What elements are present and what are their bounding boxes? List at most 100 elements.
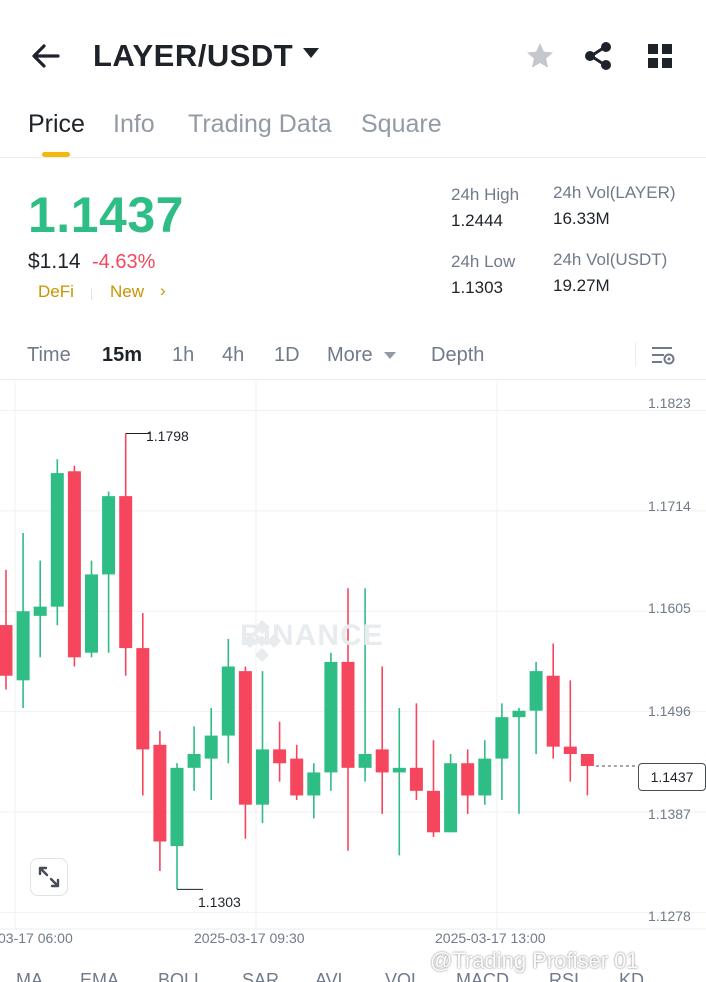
- tab-info[interactable]: Info: [113, 110, 155, 138]
- candle-body: [273, 749, 287, 764]
- back-arrow-icon[interactable]: [28, 38, 64, 74]
- indicator-avl[interactable]: AVL: [315, 970, 348, 982]
- low-marker-label: 1.1303: [198, 894, 241, 910]
- x-tick-label: 2025-03-17 09:30: [194, 930, 305, 946]
- binance-logo-icon: [242, 619, 282, 663]
- candle-body: [85, 574, 98, 653]
- interval-1h[interactable]: 1h: [172, 344, 195, 366]
- high-marker-label: 1.1798: [146, 428, 189, 444]
- high-24h-label: 24h High: [451, 185, 520, 204]
- candle-body: [16, 611, 30, 681]
- candle-body: [153, 744, 167, 842]
- chart-settings-icon[interactable]: [650, 344, 676, 368]
- candle-body: [170, 767, 184, 847]
- interval-1d[interactable]: 1D: [274, 344, 300, 366]
- interval-divider: [635, 342, 636, 366]
- pair-dropdown-icon[interactable]: [303, 48, 319, 58]
- vol-base-label: 24h Vol(LAYER): [553, 183, 676, 202]
- interval-depth[interactable]: Depth: [431, 344, 485, 366]
- candle-body: [529, 671, 543, 711]
- vol-quote-value: 19.27M: [553, 276, 610, 295]
- candle-body: [563, 746, 577, 755]
- tag-divider: [91, 288, 92, 300]
- candle-body: [136, 648, 150, 750]
- pair-title[interactable]: LAYER/USDT: [93, 38, 294, 73]
- indicator-sar[interactable]: SAR: [242, 970, 280, 982]
- watermark-overlay-text: @Trading Profiser 01: [430, 948, 639, 973]
- grid-menu-icon[interactable]: [646, 42, 674, 70]
- page-tabs: Price Info Trading Data Square: [0, 100, 706, 158]
- indicator-kd[interactable]: KD: [619, 970, 645, 982]
- indicator-rsi[interactable]: RSI: [549, 970, 580, 982]
- candle-body: [375, 749, 389, 773]
- candle-body: [238, 671, 252, 805]
- expand-icon: [38, 866, 60, 888]
- indicator-boll[interactable]: BOLL: [158, 970, 205, 982]
- candle-body: [478, 758, 492, 796]
- indicator-ema[interactable]: EMA: [80, 970, 120, 982]
- share-icon[interactable]: [582, 40, 614, 72]
- candle-body: [427, 790, 440, 833]
- candle-body: [444, 763, 458, 833]
- candle-body: [187, 754, 201, 768]
- binance-watermark: BINANCE: [240, 619, 384, 663]
- active-tab-indicator: [42, 152, 70, 157]
- last-price-tag: 1.1437: [638, 763, 706, 791]
- vol-quote-label: 24h Vol(USDT): [553, 250, 668, 269]
- expand-chart-button[interactable]: [30, 858, 68, 896]
- low-24h-label: 24h Low: [451, 252, 516, 271]
- candle-body: [50, 473, 64, 607]
- tag-new[interactable]: New: [110, 282, 145, 301]
- interval-4h[interactable]: 4h: [222, 344, 245, 366]
- candle-body: [341, 661, 355, 768]
- candle-body: [546, 675, 560, 747]
- candle-body: [0, 625, 13, 676]
- x-tick-label: 2025-03-17 13:00: [435, 930, 546, 946]
- y-tick-label: 1.1387: [648, 806, 691, 822]
- interval-bar: Time 15m 1h 4h 1D More Depth: [0, 332, 706, 380]
- last-price: 1.1437: [28, 187, 184, 243]
- candle-body: [580, 754, 594, 766]
- chevron-right-icon[interactable]: ›: [160, 281, 166, 300]
- y-tick-label: 1.1714: [648, 498, 691, 514]
- candle-body: [358, 754, 372, 768]
- chart-canvas[interactable]: [0, 381, 706, 961]
- candle-body: [221, 666, 235, 736]
- candle-body: [461, 763, 475, 796]
- top-bar: LAYER/USDT: [0, 0, 706, 110]
- candle-body: [512, 710, 526, 718]
- candle-body: [409, 767, 423, 791]
- candle-body: [102, 496, 116, 575]
- x-tick-label: 03-17 06:00: [0, 930, 73, 946]
- price-change-percent: -4.63%: [92, 251, 156, 273]
- tag-defi[interactable]: DeFi: [38, 282, 74, 301]
- y-tick-label: 1.1278: [648, 908, 691, 924]
- indicator-macd[interactable]: MACD: [456, 970, 509, 982]
- vol-base-value: 16.33M: [553, 209, 610, 228]
- tab-trading-data[interactable]: Trading Data: [188, 110, 332, 138]
- candle-body: [119, 496, 133, 649]
- y-tick-label: 1.1605: [648, 600, 691, 616]
- indicator-vol[interactable]: VOL: [385, 970, 422, 982]
- candle-body: [204, 735, 218, 759]
- candle-body: [307, 772, 321, 796]
- interval-15m[interactable]: 15m: [102, 344, 143, 366]
- favorite-star-icon[interactable]: [524, 40, 556, 72]
- candle-body: [33, 606, 47, 616]
- candle-body: [67, 471, 81, 658]
- indicator-ma[interactable]: MA: [16, 970, 43, 982]
- tab-square[interactable]: Square: [361, 110, 442, 138]
- y-tick-label: 1.1823: [648, 395, 691, 411]
- candle-body: [392, 767, 406, 773]
- candlestick-chart[interactable]: BINANCE 1.1823 1.1714 1.1605 1.1496 1.13…: [0, 381, 706, 961]
- low-24h-value: 1.1303: [451, 278, 503, 297]
- candle-body: [256, 749, 269, 805]
- candle-body: [324, 661, 338, 773]
- indicator-bar: MA EMA BOLL SAR AVL VOL MACD RSI KD: [0, 966, 706, 982]
- tab-price[interactable]: Price: [28, 110, 85, 138]
- interval-time[interactable]: Time: [27, 344, 71, 366]
- candle-body: [290, 758, 304, 796]
- high-24h-value: 1.2444: [451, 211, 503, 230]
- interval-more[interactable]: More: [327, 344, 373, 366]
- more-dropdown-icon[interactable]: [384, 352, 396, 359]
